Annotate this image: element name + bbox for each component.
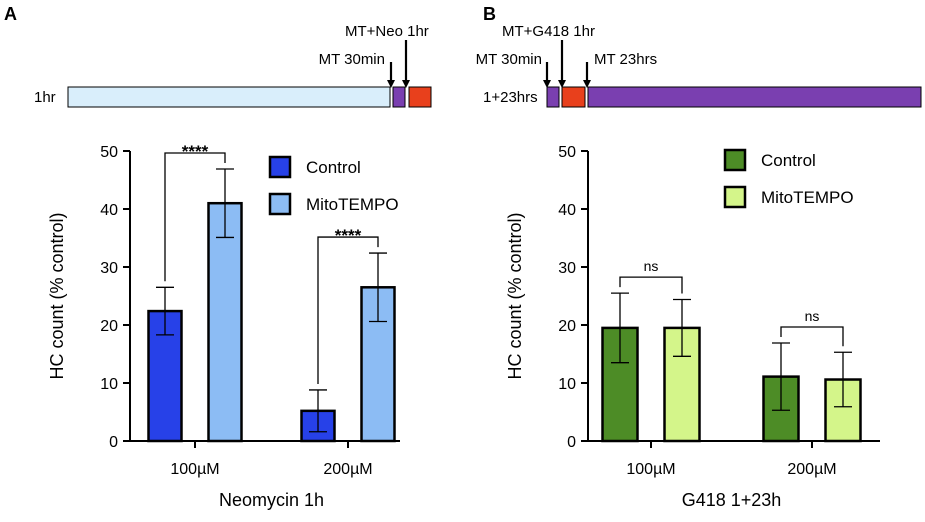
y-tick-label: 30 — [100, 260, 118, 277]
legend-label-control: Control — [306, 158, 361, 177]
y-tick-label: 10 — [558, 376, 576, 393]
timeline-b-mitotempo-post-bar — [587, 86, 922, 108]
timeline-b-g418-bar — [561, 86, 586, 108]
y-tick-label: 50 — [100, 144, 118, 161]
significance-label: ns — [644, 258, 659, 274]
legend-label-control: Control — [761, 151, 816, 170]
legend-swatch-mitotempo — [268, 192, 292, 216]
timeline-b: 1+23hrs MT 30min MT+G418 1hr MT 23hrs — [476, 23, 922, 108]
x-axis-title: Neomycin 1h — [219, 490, 324, 510]
y-tick-label: 40 — [558, 202, 576, 219]
x-tick-label: 200µM — [323, 461, 372, 478]
significance-bracket — [317, 236, 379, 384]
y-tick-label: 40 — [100, 202, 118, 219]
y-axis-title: HC count (% control) — [505, 212, 525, 379]
y-tick-label: 20 — [100, 318, 118, 335]
significance-bracket — [164, 152, 226, 282]
chart-a-neomycin: 0 10 20 30 40 50 HC count (% control) Neomycin … — [47, 142, 400, 510]
significance-label: ns — [805, 308, 820, 324]
x-tick-label: 100µM — [626, 461, 675, 478]
y-tick-label: 30 — [558, 260, 576, 277]
timeline-a-mitotempo-bar — [392, 86, 406, 108]
bar-mitotempo-0 — [207, 201, 243, 443]
legend-swatch-control — [268, 155, 292, 179]
significance-bracket — [619, 276, 683, 294]
significance-label: **** — [335, 226, 362, 245]
significance-label: **** — [182, 142, 209, 161]
timeline-b-duration: 1+23hrs — [483, 89, 538, 106]
legend-swatch-mitotempo — [723, 185, 747, 209]
timeline-b-label-g418: MT+G418 1hr — [502, 23, 595, 40]
significance-bracket — [780, 326, 844, 347]
y-tick-label: 20 — [558, 318, 576, 335]
timeline-b-mitotempo-pre-bar — [546, 86, 560, 108]
legend-swatch-control — [723, 148, 747, 172]
timeline-a-neomycin-bar — [408, 86, 432, 108]
panel-b-label: B — [483, 4, 496, 24]
y-tick-label: 0 — [567, 434, 576, 451]
chart-b-g418: 0 10 20 30 40 50 HC count (% control) G418 1+23… — [505, 144, 880, 510]
legend-label-mitotempo: MitoTEMPO — [306, 195, 399, 214]
y-tick-label: 0 — [109, 434, 118, 451]
bar-control-0 — [147, 309, 183, 443]
x-axis-title: G418 1+23h — [682, 490, 782, 510]
timeline-a-label-mt: MT 30min — [319, 51, 385, 68]
y-axis-title: HC count (% control) — [47, 212, 67, 379]
timeline-b-label-mt23: MT 23hrs — [594, 51, 657, 68]
y-tick-label: 10 — [100, 376, 118, 393]
timeline-a: 1hr MT 30min MT+Neo 1hr — [34, 23, 432, 108]
legend-label-mitotempo: MitoTEMPO — [761, 188, 854, 207]
timeline-b-label-mt: MT 30min — [476, 51, 542, 68]
timeline-a-duration: 1hr — [34, 89, 56, 106]
x-tick-label: 100µM — [170, 461, 219, 478]
panel-a-label: A — [4, 4, 17, 24]
y-tick-label: 50 — [558, 144, 576, 161]
timeline-a-label-neo: MT+Neo 1hr — [345, 23, 429, 40]
x-tick-label: 200µM — [787, 461, 836, 478]
timeline-a-pretreatment-bar — [67, 86, 391, 108]
